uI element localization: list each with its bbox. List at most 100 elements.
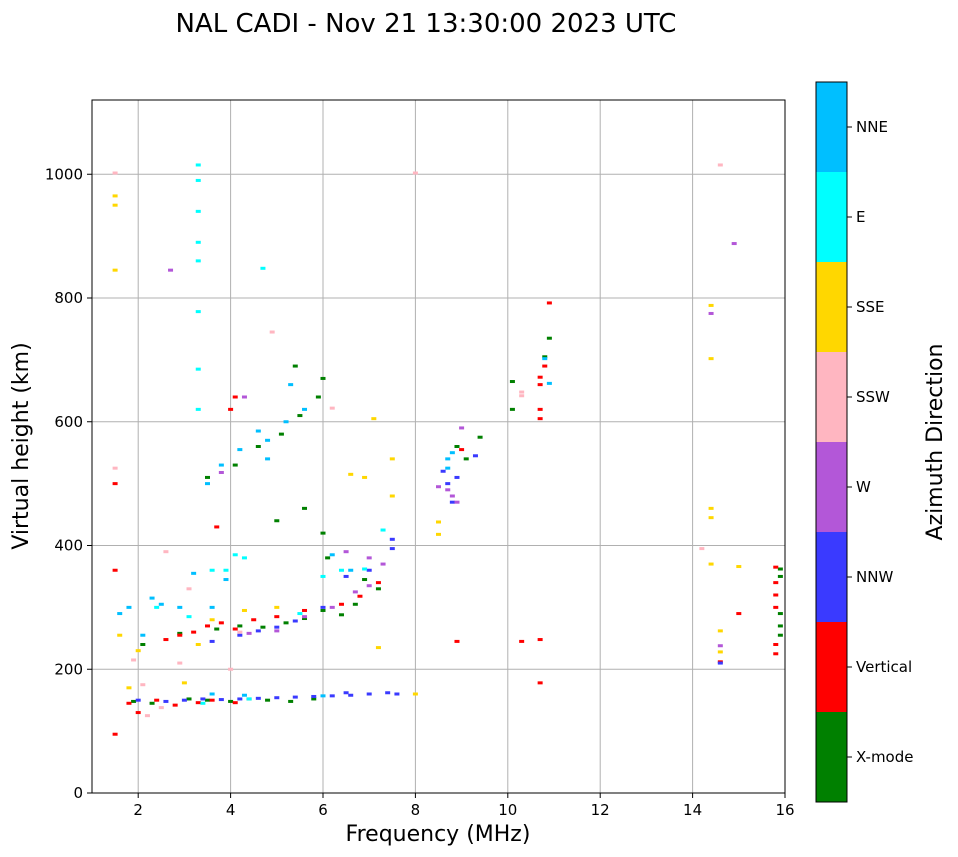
data-point <box>537 681 543 685</box>
data-point <box>154 698 160 702</box>
data-point <box>140 643 146 646</box>
data-point <box>278 432 284 436</box>
data-point <box>292 364 298 368</box>
data-point <box>717 163 723 167</box>
data-point <box>352 590 358 594</box>
data-point <box>232 627 238 631</box>
data-point <box>195 163 201 167</box>
data-point <box>357 594 363 598</box>
data-point <box>163 638 169 642</box>
data-point <box>777 567 783 571</box>
x-tick-label: 4 <box>226 801 236 819</box>
data-point <box>112 466 118 470</box>
data-point <box>112 732 118 736</box>
data-point <box>112 203 118 207</box>
data-point <box>163 699 169 703</box>
colorbar-segment <box>816 622 847 712</box>
data-point <box>163 550 169 554</box>
data-point <box>454 639 460 643</box>
colorbar-label: Azimuth Direction <box>923 343 948 540</box>
data-point <box>773 643 779 646</box>
data-point <box>292 619 298 623</box>
data-point <box>708 311 714 315</box>
data-point <box>366 692 372 696</box>
data-point <box>126 701 132 705</box>
data-point <box>537 407 543 411</box>
data-point <box>717 650 723 654</box>
data-point <box>117 612 123 616</box>
chart-title: NAL CADI - Nov 21 13:30:00 2023 UTC <box>176 9 677 39</box>
data-point <box>214 525 220 529</box>
data-point <box>731 242 737 246</box>
data-point <box>246 697 252 701</box>
y-tick-label: 400 <box>54 537 83 555</box>
data-point <box>777 624 783 628</box>
data-point <box>205 482 210 486</box>
data-point <box>371 417 377 421</box>
data-point <box>440 469 446 473</box>
data-point <box>223 578 229 582</box>
data-point <box>348 568 354 572</box>
data-point <box>209 618 215 622</box>
data-point <box>320 531 326 535</box>
data-point <box>708 516 714 520</box>
data-point <box>140 683 146 687</box>
data-point <box>126 605 132 609</box>
data-point <box>375 646 381 650</box>
data-point <box>274 696 280 700</box>
data-point <box>186 615 192 619</box>
data-point <box>144 714 150 718</box>
data-point <box>537 383 543 387</box>
series-x-mode <box>131 336 783 705</box>
data-point <box>209 568 215 572</box>
data-point <box>209 639 215 643</box>
data-point <box>389 457 395 461</box>
data-point <box>209 698 215 702</box>
data-point <box>269 330 275 334</box>
data-point <box>131 699 137 703</box>
series-w <box>168 242 737 648</box>
data-point <box>537 417 543 421</box>
data-point <box>412 171 418 175</box>
data-point <box>542 357 548 361</box>
data-point <box>454 475 460 479</box>
data-point <box>205 624 210 628</box>
data-point <box>348 693 354 697</box>
data-point <box>777 633 783 637</box>
data-point <box>542 355 548 359</box>
data-point <box>436 532 441 536</box>
data-point <box>255 445 261 448</box>
data-point <box>195 310 201 314</box>
data-point <box>186 697 192 701</box>
x-tick-label: 12 <box>591 801 610 819</box>
data-point <box>218 470 224 474</box>
data-point <box>288 699 294 703</box>
data-point <box>177 605 183 609</box>
data-point <box>445 488 451 492</box>
data-point <box>463 457 469 461</box>
colorbar-segment <box>816 532 847 622</box>
x-tick-label: 16 <box>775 801 794 819</box>
data-point <box>777 612 783 616</box>
data-point <box>191 571 197 575</box>
data-point <box>362 475 368 479</box>
data-point <box>232 553 238 557</box>
data-point <box>773 593 779 597</box>
data-point <box>412 692 418 696</box>
data-point <box>172 703 178 707</box>
colorbar-segment <box>816 712 847 802</box>
data-point <box>320 608 326 612</box>
data-point <box>352 602 358 606</box>
data-point <box>311 697 317 701</box>
data-point <box>546 336 552 340</box>
data-point <box>274 615 280 619</box>
series-vertical <box>112 301 779 736</box>
y-tick-label: 0 <box>73 784 83 802</box>
data-point <box>195 240 201 244</box>
data-point <box>154 605 160 609</box>
data-point <box>362 567 368 571</box>
data-point <box>140 633 146 637</box>
colorbar-segment <box>816 352 847 442</box>
data-point <box>135 711 141 715</box>
data-point <box>537 638 543 642</box>
